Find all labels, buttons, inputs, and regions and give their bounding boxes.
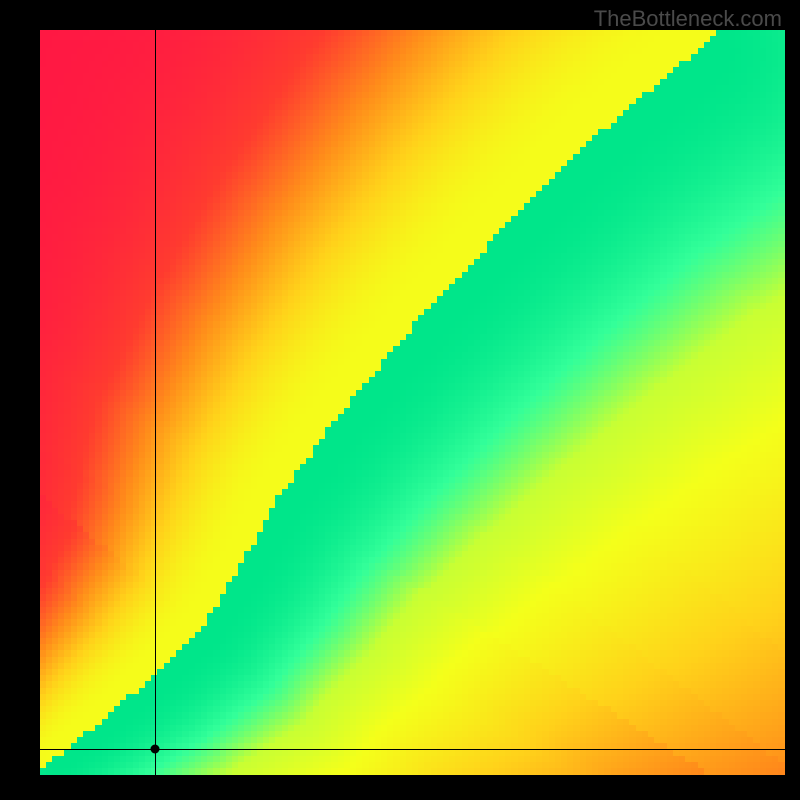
- crosshair-vertical: [155, 30, 156, 775]
- plot-area: [40, 30, 785, 775]
- watermark: TheBottleneck.com: [594, 6, 782, 32]
- marker-dot: [150, 744, 159, 753]
- heatmap-canvas: [40, 30, 785, 775]
- root: TheBottleneck.com: [0, 0, 800, 800]
